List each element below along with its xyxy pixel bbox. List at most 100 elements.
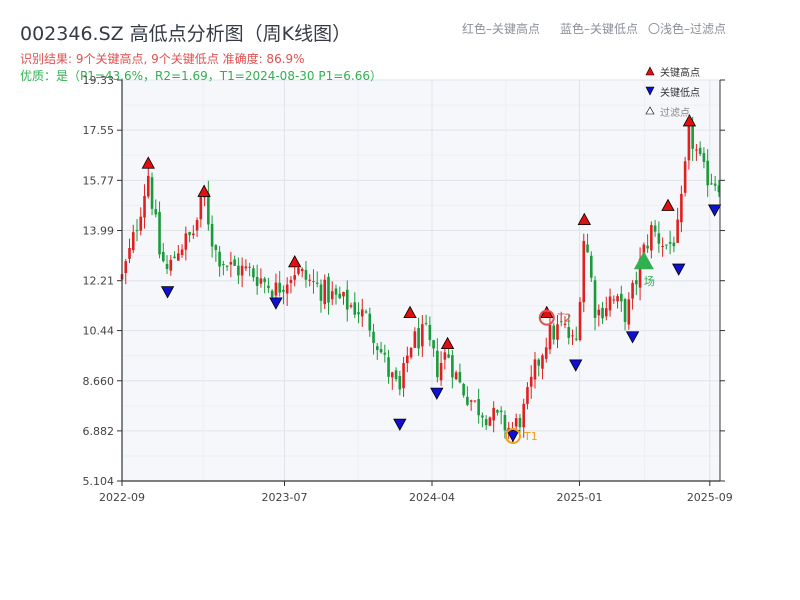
- candle-body: [676, 219, 679, 243]
- candle-body: [661, 246, 664, 248]
- candle-body: [240, 265, 244, 276]
- x-tick-label: 2024-04: [409, 491, 455, 504]
- x-tick-label: 2025-01: [556, 491, 602, 504]
- candle-body: [379, 349, 383, 353]
- candle-body: [503, 415, 507, 431]
- candle-body: [274, 282, 278, 296]
- x-tick-label: 2025-09: [687, 491, 733, 504]
- candle-body: [447, 354, 450, 358]
- candle-body: [135, 230, 139, 232]
- candle-body: [428, 324, 432, 340]
- key-high-marker: [682, 114, 697, 127]
- candle-body: [195, 220, 199, 231]
- info-line: 识别结果: 9个关键高点, 9个关键低点 准确度: 86.9%: [20, 51, 305, 66]
- candle-body: [319, 284, 323, 301]
- candle-body: [541, 355, 544, 369]
- candle-body: [556, 324, 559, 340]
- candle-body: [533, 359, 537, 380]
- candle-body: [604, 308, 608, 317]
- candle-body: [293, 275, 296, 280]
- candle-body: [593, 280, 597, 319]
- candle-body: [409, 347, 413, 358]
- candle-body: [529, 376, 533, 387]
- candle-body: [282, 289, 285, 292]
- candle-body: [255, 277, 259, 286]
- candle-body: [432, 340, 435, 349]
- candle-body: [518, 417, 522, 428]
- candle-body: [387, 357, 390, 377]
- t-point-label: T1: [523, 430, 538, 443]
- candle-body: [338, 293, 342, 299]
- key-low-marker: [393, 418, 407, 431]
- grid: [121, 79, 720, 482]
- candle-body: [469, 400, 473, 402]
- candle-body: [563, 323, 567, 325]
- key-low-marker: [269, 297, 283, 310]
- candle-body: [473, 400, 477, 402]
- candle-body: [210, 223, 214, 247]
- candle-body: [143, 195, 146, 218]
- candle-body: [146, 175, 150, 197]
- candle-body: [375, 346, 379, 351]
- candle-body: [507, 427, 510, 431]
- candle-body: [567, 327, 571, 338]
- candle-body: [315, 282, 319, 284]
- quality-line: 优质：是（P1=43.6%，R2=1.69，T1=2024-08-30 P1=6…: [20, 69, 382, 83]
- candle-body: [330, 291, 334, 300]
- candle-body: [717, 185, 721, 193]
- candle-body: [657, 233, 661, 244]
- y-tick-label: 8.660: [83, 375, 115, 388]
- y-tick-label: 6.882: [83, 425, 115, 438]
- key-low-marker: [506, 429, 520, 443]
- candle-body: [608, 296, 612, 311]
- legend-text-light: 〇浅色–过滤点: [648, 22, 726, 36]
- chart-title: 002346.SZ 高低点分析图（周K线图）: [20, 23, 351, 45]
- candle-body: [631, 282, 634, 299]
- candle-body: [413, 331, 417, 348]
- markers: T1 T2 场: [141, 114, 722, 445]
- candle-body: [702, 153, 706, 162]
- candle-body: [383, 352, 387, 355]
- candle-body: [526, 387, 529, 404]
- candle-body: [237, 265, 240, 276]
- candle-body: [514, 418, 518, 427]
- candle-body: [601, 307, 604, 319]
- legend-text-red: 红色–关键高点: [462, 21, 540, 36]
- candle-body: [233, 259, 236, 266]
- candle-body: [402, 363, 405, 389]
- candle-body: [458, 371, 462, 383]
- candle-body: [252, 268, 255, 278]
- candle-body: [244, 266, 248, 269]
- candle-body: [687, 124, 691, 161]
- candle-body: [259, 278, 263, 284]
- key-low-marker: [569, 359, 583, 372]
- candle-body: [357, 312, 360, 315]
- candle-body: [334, 288, 338, 295]
- candle-body: [706, 160, 709, 186]
- candle-body: [214, 245, 218, 250]
- candle-body: [285, 284, 289, 294]
- key-high-marker: [440, 336, 455, 350]
- candle-body: [586, 244, 589, 253]
- key-high-marker: [197, 184, 211, 197]
- candle-body: [270, 290, 274, 298]
- candle-body: [695, 149, 698, 151]
- candle-body: [627, 299, 631, 325]
- candle-body: [165, 263, 169, 269]
- candle-body: [229, 262, 233, 265]
- y-tick-label: 12.21: [83, 275, 115, 288]
- candle-body: [248, 266, 251, 268]
- key-low-marker: [625, 331, 640, 344]
- candles: [120, 115, 721, 443]
- candle-body: [372, 331, 375, 343]
- candle-body: [342, 291, 345, 297]
- candle-body: [668, 242, 672, 244]
- candle-body: [154, 209, 158, 215]
- candle-body: [499, 410, 503, 413]
- candle-body: [424, 323, 428, 325]
- candle-body: [188, 231, 191, 236]
- legend-low-icon: [645, 86, 655, 96]
- candle-body: [267, 285, 270, 289]
- candle-body: [552, 325, 556, 340]
- x-tick-label: 2022-09: [99, 491, 145, 504]
